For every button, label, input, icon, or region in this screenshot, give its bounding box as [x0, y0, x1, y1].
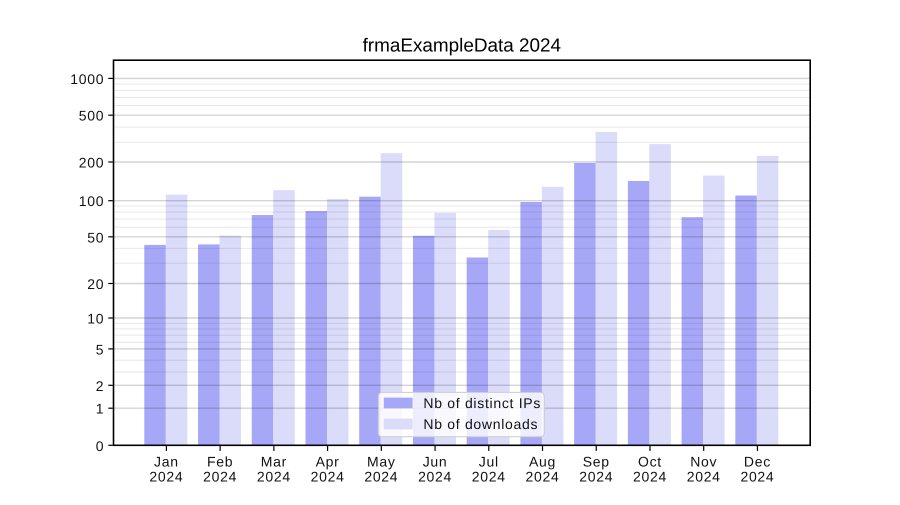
svg-text:Nb of distinct IPs: Nb of distinct IPs	[423, 395, 541, 411]
svg-text:1000: 1000	[70, 71, 104, 87]
svg-text:2024: 2024	[687, 469, 721, 485]
svg-text:2024: 2024	[633, 469, 667, 485]
svg-text:2024: 2024	[472, 469, 506, 485]
svg-text:Sep: Sep	[583, 453, 610, 469]
svg-text:2024: 2024	[149, 469, 183, 485]
svg-text:20: 20	[87, 276, 104, 292]
svg-text:10: 10	[87, 311, 104, 327]
svg-text:Jan: Jan	[154, 453, 179, 469]
svg-text:2: 2	[96, 378, 105, 394]
svg-text:2024: 2024	[203, 469, 237, 485]
svg-text:Jul: Jul	[479, 453, 499, 469]
svg-text:2024: 2024	[740, 469, 774, 485]
svg-text:Jun: Jun	[423, 453, 448, 469]
svg-text:Feb: Feb	[207, 453, 233, 469]
svg-text:Aug: Aug	[529, 453, 556, 469]
svg-text:2024: 2024	[579, 469, 613, 485]
svg-text:2024: 2024	[418, 469, 452, 485]
svg-text:May: May	[367, 453, 396, 469]
svg-text:1: 1	[96, 401, 105, 417]
svg-text:5: 5	[96, 341, 105, 357]
svg-text:Apr: Apr	[316, 453, 340, 469]
svg-text:2024: 2024	[311, 469, 345, 485]
svg-text:100: 100	[79, 193, 104, 209]
svg-text:2024: 2024	[257, 469, 291, 485]
svg-text:2024: 2024	[526, 469, 560, 485]
svg-text:Mar: Mar	[261, 453, 287, 469]
svg-text:2024: 2024	[364, 469, 398, 485]
svg-text:frmaExampleData 2024: frmaExampleData 2024	[363, 36, 561, 57]
svg-text:50: 50	[87, 229, 104, 245]
svg-text:Nb of downloads: Nb of downloads	[423, 416, 538, 432]
svg-text:Oct: Oct	[638, 453, 662, 469]
svg-text:500: 500	[79, 108, 104, 124]
svg-text:Nov: Nov	[690, 453, 717, 469]
svg-text:200: 200	[79, 155, 104, 171]
svg-text:0: 0	[96, 438, 105, 454]
svg-text:Dec: Dec	[744, 453, 771, 469]
